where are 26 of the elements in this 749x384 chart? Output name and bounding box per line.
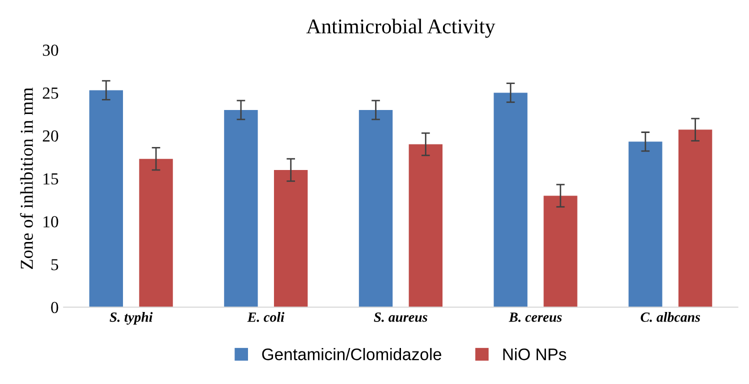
legend-label: Gentamicin/Clomidazole	[262, 348, 442, 360]
y-tick-label: 30	[42, 44, 58, 56]
bar	[274, 170, 308, 308]
x-tick-label: E. coli	[247, 312, 284, 322]
x-tick-label: S. typhi	[110, 312, 153, 325]
y-tick-label: 15	[44, 173, 58, 185]
y-tick-label: 0	[51, 302, 58, 314]
bar	[628, 142, 662, 308]
x-tick-label: C. albcans	[640, 312, 700, 322]
bar	[544, 196, 578, 308]
legend-label: NiO NPs	[503, 348, 566, 360]
x-tick-label: S. aureus	[374, 312, 428, 322]
bar	[678, 130, 712, 308]
bar	[358, 110, 393, 308]
x-tick-label: B. cereus	[508, 312, 562, 322]
y-axis-title: Zone of inhibition in mm	[20, 88, 33, 269]
bar	[139, 158, 173, 308]
chart-title: Antimicrobial Activity	[306, 18, 496, 38]
bar	[224, 110, 258, 308]
y-tick-label: 10	[44, 216, 58, 228]
y-tick-label: 25	[42, 88, 58, 99]
bar	[494, 92, 528, 308]
y-tick-label: 20	[42, 130, 58, 142]
y-tick-label: 5	[51, 259, 58, 270]
bar	[408, 144, 443, 308]
bar	[89, 90, 123, 308]
